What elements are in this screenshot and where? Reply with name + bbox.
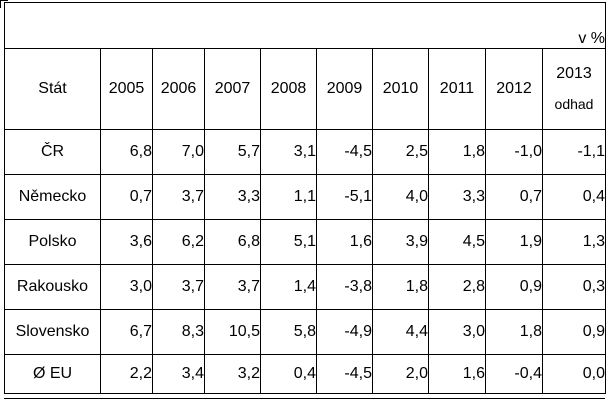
value-cell: 0,9 [485, 264, 543, 310]
value-cell: 1,3 [541, 219, 607, 265]
value-cell: 1,8 [428, 129, 486, 175]
value-cell: 3,7 [152, 174, 205, 220]
value-cell: 3,3 [428, 174, 486, 220]
value-cell: 0,3 [541, 264, 607, 310]
state-cell: Slovensko [4, 309, 101, 355]
value-cell: -4,5 [316, 129, 373, 175]
value-cell: 3,7 [152, 264, 205, 310]
header-year: 2011 [428, 48, 486, 130]
header-year: 2013 [556, 65, 592, 82]
table-row: Rakousko 3,0 3,7 3,7 1,4 -3,8 1,8 2,8 0,9 0,3 [4, 264, 607, 310]
value-cell: 0,0 [541, 354, 607, 394]
value-cell: 0,4 [260, 354, 317, 394]
gdp-growth-table: v % Stát 2005 2006 2007 2008 2009 2010 2… [3, 2, 607, 394]
value-cell: 3,6 [100, 219, 153, 265]
state-cell: Německo [4, 174, 101, 220]
value-cell: -4,9 [316, 309, 373, 355]
value-cell: 4,4 [372, 309, 429, 355]
corner-mark [0, 0, 8, 8]
header-year: 2005 [100, 48, 153, 130]
state-cell: Rakousko [4, 264, 101, 310]
value-cell: 6,2 [152, 219, 205, 265]
value-cell: 5,7 [204, 129, 261, 175]
value-cell: 4,5 [428, 219, 486, 265]
value-cell: 3,2 [204, 354, 261, 394]
value-cell: 3,3 [204, 174, 261, 220]
header-year: 2010 [372, 48, 429, 130]
value-cell: 8,3 [152, 309, 205, 355]
value-cell: 10,5 [204, 309, 261, 355]
header-year: 2009 [316, 48, 373, 130]
state-cell: ČR [4, 129, 101, 175]
value-cell: 3,7 [204, 264, 261, 310]
state-cell: Ø EU [4, 354, 101, 394]
header-state: Stát [4, 48, 101, 130]
value-cell: -4,5 [316, 354, 373, 394]
value-cell: 4,0 [372, 174, 429, 220]
value-cell: 3,4 [152, 354, 205, 394]
value-cell: 2,5 [372, 129, 429, 175]
value-cell: -0,4 [485, 354, 543, 394]
value-cell: 0,7 [100, 174, 153, 220]
value-cell: 3,1 [260, 129, 317, 175]
table-row: Německo 0,7 3,7 3,3 1,1 -5,1 4,0 3,3 0,7 0,4 [4, 174, 607, 220]
unit-label: v % [3, 2, 607, 49]
value-cell: 5,1 [260, 219, 317, 265]
value-cell: -1,1 [541, 129, 607, 175]
value-cell: 3,0 [428, 309, 486, 355]
unit-row: v % [3, 2, 607, 49]
value-cell: 2,2 [100, 354, 153, 394]
header-row: Stát 2005 2006 2007 2008 2009 2010 2011 … [4, 48, 607, 130]
value-cell: -3,8 [316, 264, 373, 310]
header-year: 2006 [152, 48, 205, 130]
value-cell: 1,8 [485, 309, 543, 355]
value-cell: 0,7 [485, 174, 543, 220]
value-cell: 3,0 [100, 264, 153, 310]
value-cell: 1,1 [260, 174, 317, 220]
header-year: 2012 [485, 48, 543, 130]
value-cell: 1,6 [428, 354, 486, 394]
header-year: 2007 [204, 48, 261, 130]
header-estimate-note: odhad [554, 96, 594, 112]
bottom-rule [4, 398, 605, 399]
value-cell: 1,8 [372, 264, 429, 310]
value-cell: 1,6 [316, 219, 373, 265]
value-cell: 6,8 [204, 219, 261, 265]
value-cell: 6,7 [100, 309, 153, 355]
table-body: ČR 6,8 7,0 5,7 3,1 -4,5 2,5 1,8 -1,0 -1,1 Německo 0… [4, 129, 607, 394]
state-cell: Polsko [4, 219, 101, 265]
header-year: 2008 [260, 48, 317, 130]
value-cell: 1,4 [260, 264, 317, 310]
header-year-estimate: 2013 odhad [541, 48, 607, 130]
value-cell: 2,0 [372, 354, 429, 394]
value-cell: 0,4 [541, 174, 607, 220]
table-row: Slovensko 6,7 8,3 10,5 5,8 -4,9 4,4 3,0 1,8 0,9 [4, 309, 607, 355]
value-cell: -1,0 [485, 129, 543, 175]
value-cell: 7,0 [152, 129, 205, 175]
value-cell: 0,9 [541, 309, 607, 355]
table-row: ČR 6,8 7,0 5,7 3,1 -4,5 2,5 1,8 -1,0 -1,1 [4, 129, 607, 175]
table-row: Ø EU 2,2 3,4 3,2 0,4 -4,5 2,0 1,6 -0,4 0,0 [4, 354, 607, 394]
table-row: Polsko 3,6 6,2 6,8 5,1 1,6 3,9 4,5 1,9 1,3 [4, 219, 607, 265]
value-cell: 6,8 [100, 129, 153, 175]
value-cell: -5,1 [316, 174, 373, 220]
value-cell: 5,8 [260, 309, 317, 355]
value-cell: 3,9 [372, 219, 429, 265]
value-cell: 2,8 [428, 264, 486, 310]
value-cell: 1,9 [485, 219, 543, 265]
